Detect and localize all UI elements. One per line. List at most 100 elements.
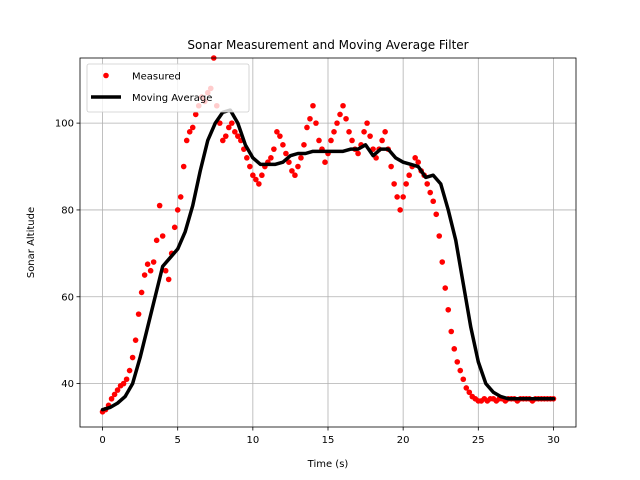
measured-point — [406, 172, 412, 179]
measured-point — [256, 181, 262, 187]
measured-point — [400, 194, 406, 200]
measured-point — [226, 124, 232, 131]
measured-point — [412, 155, 418, 161]
measured-point — [448, 328, 455, 335]
measured-point — [439, 259, 446, 265]
measured-point — [322, 159, 328, 165]
measured-point — [219, 137, 226, 144]
legend-measured-label: Measured — [132, 72, 181, 83]
measured-point — [427, 189, 434, 196]
measured-point — [313, 120, 319, 126]
x-axis-label: Time (s) — [307, 459, 349, 470]
grid — [80, 58, 576, 427]
legend-box — [86, 63, 250, 113]
measured-point — [379, 137, 385, 144]
x-tick-label: 20 — [397, 435, 410, 446]
legend-average-label: Moving Average — [132, 93, 212, 104]
measured-point — [466, 389, 473, 396]
measured-point — [436, 233, 443, 239]
measured-point — [445, 306, 452, 313]
measured-point — [307, 115, 313, 122]
measured-point — [394, 194, 400, 200]
measured-point — [391, 181, 397, 187]
measured-point — [328, 137, 334, 144]
measured-point — [346, 129, 352, 135]
measured-point — [229, 120, 235, 126]
legend: Measured Moving Average — [86, 63, 250, 113]
measured-point — [277, 133, 283, 139]
measured-point — [388, 163, 394, 170]
measured-point — [250, 172, 256, 179]
measured-point — [280, 142, 286, 148]
measured-point — [442, 285, 449, 291]
measured-point — [451, 346, 458, 352]
measured-point — [120, 380, 127, 387]
measured-point — [235, 133, 241, 139]
measured-point — [304, 124, 310, 131]
x-tick-label: 25 — [472, 435, 485, 446]
measured-point — [126, 367, 133, 374]
measured-point — [165, 276, 172, 283]
measured-point — [283, 150, 289, 157]
chart-title: Sonar Measurement and Moving Average Fil… — [187, 38, 468, 52]
measured-point — [189, 124, 196, 131]
measured-point — [177, 194, 184, 200]
y-tick-label: 40 — [61, 379, 74, 390]
measured-point — [156, 202, 163, 209]
x-tick-label: 5 — [175, 435, 181, 446]
measured-point — [232, 129, 238, 135]
y-axis: 40 60 80 100 — [55, 119, 80, 390]
measured-point — [162, 267, 169, 274]
measured-point — [150, 259, 157, 265]
measured-point — [364, 120, 370, 126]
measured-point — [186, 129, 193, 135]
measured-point — [331, 129, 337, 135]
measured-point — [108, 395, 115, 402]
measured-point — [183, 137, 190, 144]
measured-point — [292, 172, 298, 179]
x-tick-label: 10 — [246, 435, 259, 446]
measured-point — [301, 142, 307, 148]
measured-point — [192, 111, 199, 118]
measured-point — [271, 146, 277, 152]
measured-point — [153, 237, 160, 244]
measured-point — [454, 359, 461, 365]
measured-point — [415, 159, 421, 165]
measured-point — [144, 261, 151, 268]
measured-point — [135, 311, 142, 317]
measured-point — [129, 354, 136, 361]
measured-point — [123, 376, 130, 383]
measured-point — [286, 159, 292, 165]
measured-point — [298, 155, 304, 161]
x-axis: 0 5 10 15 20 25 30 — [99, 427, 560, 446]
measured-point — [403, 181, 409, 187]
x-tick-label: 0 — [99, 435, 105, 446]
measured-point — [340, 102, 346, 109]
measured-point — [244, 155, 250, 161]
x-tick-label: 30 — [547, 435, 560, 446]
measured-point — [316, 137, 322, 144]
x-tick-label: 15 — [322, 435, 335, 446]
measured-point — [349, 137, 355, 144]
measured-point — [289, 168, 295, 174]
measured-point — [274, 129, 280, 135]
measured-point — [268, 155, 274, 161]
measured-point — [295, 163, 301, 170]
measured-point — [397, 207, 403, 213]
measured-point — [457, 367, 464, 374]
measured-point — [171, 224, 178, 231]
measured-point — [114, 387, 121, 393]
measured-point — [174, 207, 181, 213]
measured-point — [247, 163, 253, 170]
measured-point — [334, 120, 340, 126]
measured-point — [216, 120, 223, 126]
measured-point — [463, 385, 470, 391]
measured-point — [180, 163, 187, 170]
y-axis-label: Sonar Altitude — [26, 207, 37, 278]
measured-point — [253, 176, 259, 183]
measured-point — [132, 337, 139, 343]
measured-point — [361, 129, 367, 135]
measured-point — [222, 133, 229, 139]
measured-point — [424, 181, 431, 187]
